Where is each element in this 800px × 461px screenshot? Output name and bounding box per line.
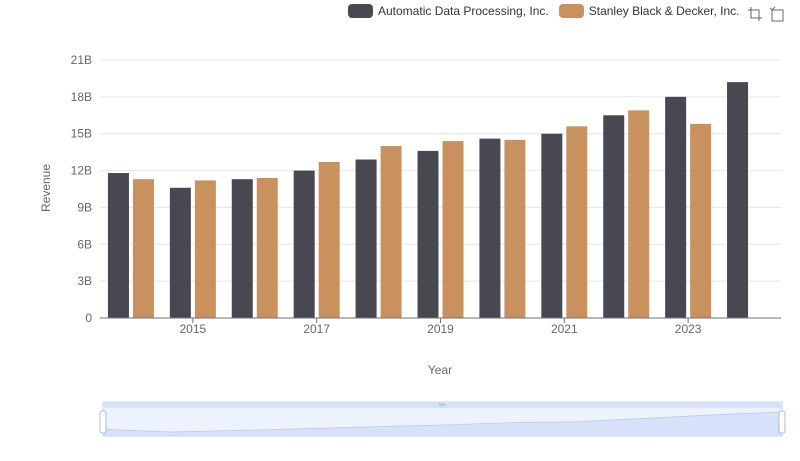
- legend-label-sbd: Stanley Black & Decker, Inc.: [588, 4, 740, 18]
- bar-sbd-2023[interactable]: [690, 123, 712, 318]
- y-tick-label: 18B: [71, 90, 92, 104]
- y-tick-label: 15B: [71, 127, 92, 141]
- x-tick-label: 2023: [675, 322, 702, 336]
- bar-adp-2018[interactable]: [355, 159, 377, 318]
- y-tick-label: 6B: [77, 237, 92, 251]
- bar-adp-2024[interactable]: [727, 82, 749, 318]
- datazoom-slider[interactable]: [99, 401, 786, 437]
- bar-sbd-2020[interactable]: [504, 139, 526, 318]
- bar-adp-2016[interactable]: [231, 179, 253, 318]
- bar-adp-2019[interactable]: [417, 150, 439, 318]
- y-tick-label: 12B: [71, 164, 92, 178]
- y-axis-ticks: 0 3B 6B 9B 12B 15B 18B 21B: [71, 53, 93, 325]
- y-tick-label: 0: [85, 311, 92, 325]
- bar-sbd-2021[interactable]: [566, 126, 588, 318]
- bar-adp-2015[interactable]: [169, 187, 191, 318]
- bar-adp-2022[interactable]: [603, 115, 625, 319]
- legend-label-adp: Automatic Data Processing, Inc.: [378, 4, 549, 18]
- bar-adp-2014[interactable]: [107, 173, 129, 318]
- bar-adp-2017[interactable]: [293, 170, 315, 318]
- bars: [107, 82, 749, 319]
- datazoom-drag-grip-icon[interactable]: [439, 403, 445, 406]
- x-tick-label: 2019: [427, 322, 454, 336]
- x-axis-label: Year: [428, 363, 452, 377]
- y-tick-label: 3B: [77, 274, 92, 288]
- y-axis-label: Revenue: [39, 164, 53, 212]
- y-tick-label: 21B: [71, 53, 92, 67]
- x-tick-label: 2021: [551, 322, 578, 336]
- bar-adp-2021[interactable]: [541, 133, 563, 318]
- y-tick-label: 9B: [77, 200, 92, 214]
- bar-adp-2023[interactable]: [665, 96, 687, 318]
- zoom-icon[interactable]: [747, 6, 763, 22]
- x-tick-label: 2015: [180, 322, 207, 336]
- bar-sbd-2018[interactable]: [380, 146, 402, 318]
- toolbox: [747, 6, 785, 22]
- restore-icon[interactable]: [769, 6, 785, 22]
- datazoom-top-bar[interactable]: [103, 402, 782, 408]
- legend-swatch-sbd: [558, 4, 584, 18]
- bar-sbd-2014[interactable]: [132, 179, 154, 318]
- datazoom-preview-area: [102, 411, 783, 437]
- bar-sbd-2019[interactable]: [442, 141, 464, 318]
- bar-sbd-2016[interactable]: [256, 177, 278, 318]
- bar-sbd-2015[interactable]: [194, 180, 216, 318]
- legend: Automatic Data Processing, Inc. Stanley …: [348, 4, 749, 18]
- bar-adp-2020[interactable]: [479, 138, 501, 318]
- legend-item-sbd[interactable]: Stanley Black & Decker, Inc.: [558, 4, 740, 18]
- legend-item-adp[interactable]: Automatic Data Processing, Inc.: [348, 4, 549, 18]
- x-axis-ticks: 2015 2017 2019 2021 2023: [180, 318, 702, 336]
- legend-swatch-adp: [348, 4, 373, 18]
- x-tick-label: 2017: [303, 322, 330, 336]
- bar-sbd-2022[interactable]: [628, 110, 650, 318]
- datazoom-handle-right[interactable]: [778, 410, 786, 434]
- bar-sbd-2017[interactable]: [318, 161, 340, 318]
- datazoom-handle-left[interactable]: [99, 410, 107, 434]
